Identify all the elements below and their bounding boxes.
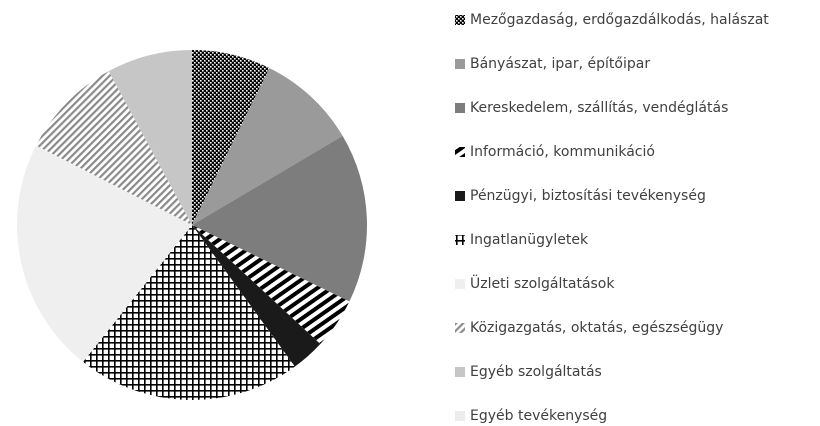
legend-swatch <box>455 235 465 245</box>
legend-label: Pénzügyi, biztosítási tevékenység <box>470 188 706 204</box>
legend-label: Kereskedelem, szállítás, vendéglátás <box>470 100 728 116</box>
pie-slice <box>192 135 367 302</box>
legend-swatch <box>455 147 465 157</box>
legend-swatch <box>455 103 465 113</box>
pie-slice <box>192 225 350 344</box>
legend-label: Üzleti szolgáltatások <box>470 274 615 292</box>
legend-swatch <box>455 367 465 377</box>
legend-swatch <box>455 279 465 289</box>
legend: Mezőgazdaság, erdőgazdálkodás, halászat B… <box>455 12 769 424</box>
pie-slice <box>36 71 193 225</box>
pie-slice <box>192 68 343 225</box>
pie <box>16 50 367 400</box>
pie-slice <box>83 225 295 400</box>
legend-label: Egyéb tevékenység <box>470 408 607 424</box>
legend-swatch <box>455 191 465 201</box>
legend-swatch <box>455 15 465 25</box>
legend-label: Ingatlanügyletek <box>470 232 589 248</box>
legend-label: Közigazgatás, oktatás, egészségügy <box>470 320 723 336</box>
pie-slice <box>16 145 192 362</box>
legend-swatch <box>455 323 465 333</box>
pie-slice <box>192 225 321 367</box>
legend-label: Bányászat, ipar, építőipar <box>470 56 650 72</box>
legend-label: Egyéb szolgáltatás <box>470 364 602 380</box>
pie-slice <box>192 50 270 225</box>
pie-slice <box>108 50 192 225</box>
legend-swatch <box>455 59 465 69</box>
legend-label: Mezőgazdaság, erdőgazdálkodás, halászat <box>470 12 769 28</box>
legend-swatch <box>455 411 465 421</box>
legend-label: Információ, kommunikáció <box>470 144 655 160</box>
